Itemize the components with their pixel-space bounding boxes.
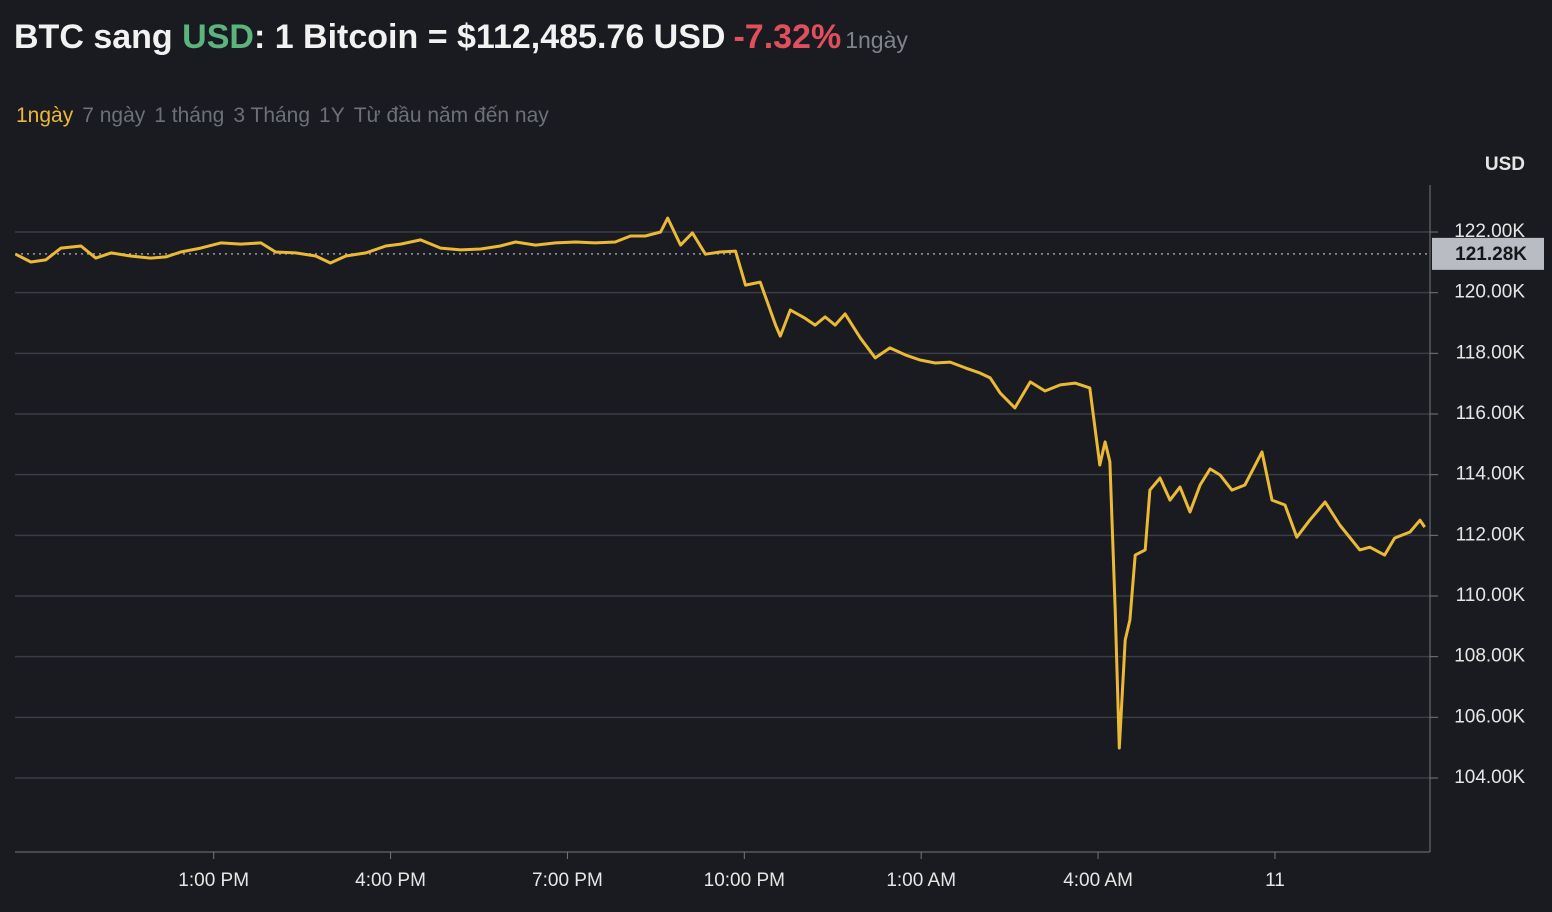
range-tab[interactable]: 1 tháng [154, 104, 225, 127]
x-tick-label: 7:00 PM [532, 870, 603, 891]
price-line [14, 216, 1426, 750]
y-tick-label: 120.00K [1454, 282, 1525, 303]
header: BTC sang USD: 1 Bitcoin = $112,485.76 US… [14, 18, 908, 57]
y-tick-label: 114.00K [1456, 464, 1526, 485]
x-tick-label: 11 [1265, 870, 1285, 891]
x-tick-label: 10:00 PM [704, 870, 785, 891]
range-tab[interactable]: 1ngày [16, 104, 74, 127]
y-axis-label: USD [1485, 154, 1525, 175]
price-badge [1432, 237, 1544, 270]
quote: USD [182, 18, 254, 56]
y-tick-label: 104.00K [1454, 767, 1525, 788]
rate: : 1 Bitcoin = $112,485.76 USD [253, 18, 726, 56]
y-tick-label: 118.00K [1456, 342, 1526, 363]
y-tick-label: 116.00K [1456, 403, 1526, 424]
y-tick-label: 108.00K [1454, 646, 1525, 667]
range-tab[interactable]: Từ đầu năm đến nay [353, 104, 549, 127]
range-tab[interactable]: 1Y [319, 104, 345, 127]
change: -7.32% [733, 18, 842, 56]
x-tick-label: 1:00 PM [178, 870, 249, 891]
y-tick-label: 110.00K [1456, 585, 1526, 606]
x-tick-label: 1:00 AM [886, 870, 956, 891]
tabs: 1ngày 7 ngày 1 tháng 3 Tháng 1Y Từ đầu năm đế… [16, 104, 558, 128]
pair: BTC sang [14, 18, 173, 56]
range-tab[interactable]: 3 Tháng [233, 104, 311, 127]
period: 1ngày [845, 27, 908, 53]
range-tab[interactable]: 7 ngày [82, 104, 146, 127]
y-tick-label: 112.00K [1456, 524, 1526, 545]
price-badge-label: 121.28K [1455, 244, 1527, 265]
x-tick-label: 4:00 AM [1063, 870, 1133, 891]
x-tick-label: 4:00 PM [355, 870, 426, 891]
y-tick-label: 106.00K [1454, 706, 1525, 727]
y-tick-label: 122.00K [1454, 221, 1525, 242]
